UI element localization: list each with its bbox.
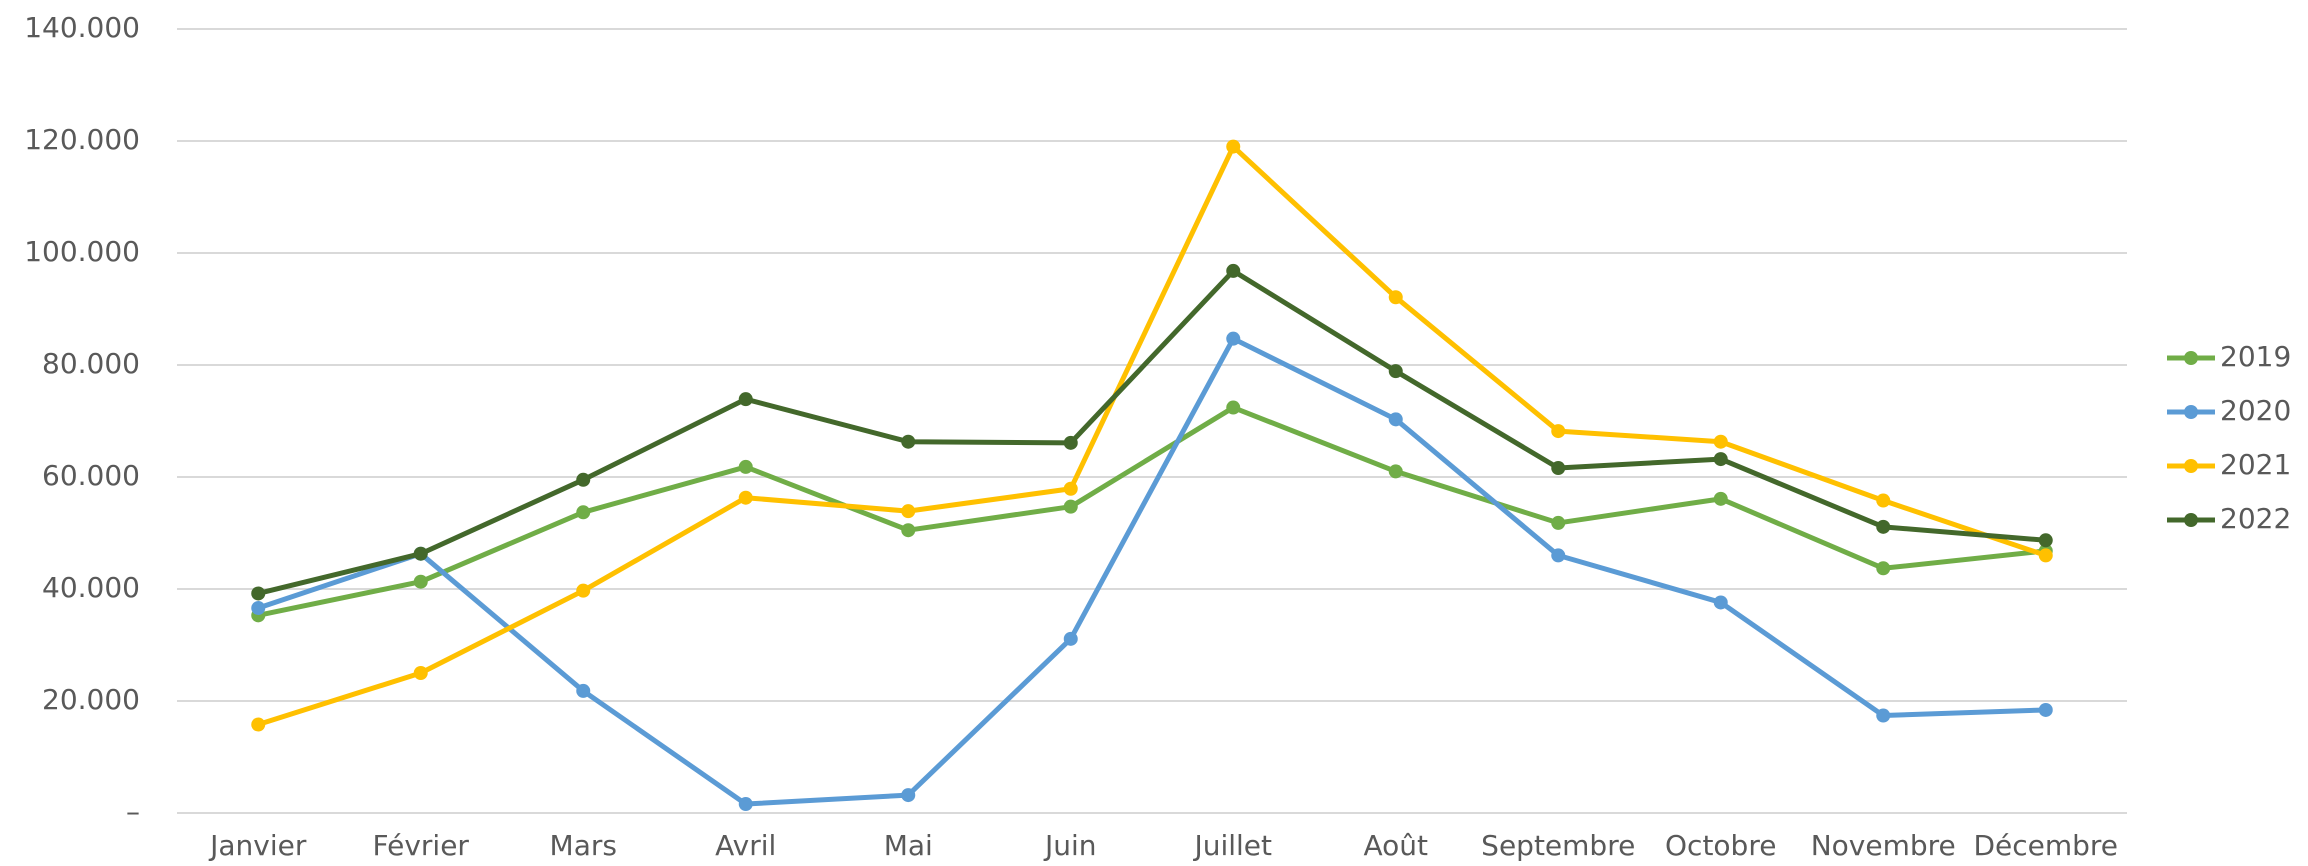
legend-marker [2184, 513, 2198, 527]
data-point [738, 392, 753, 407]
data-point [738, 797, 753, 812]
x-tick-label: Août [1363, 829, 1428, 862]
legend-marker [2184, 405, 2198, 419]
x-tick-label: Décembre [1973, 829, 2118, 862]
data-point [1713, 491, 1728, 506]
data-point [901, 504, 916, 519]
series-line [255, 268, 2049, 596]
data-point [251, 586, 266, 601]
data-point [1876, 708, 1891, 723]
legend-label: 2019 [2220, 340, 2291, 373]
data-point [738, 459, 753, 474]
x-tick-label: Octobre [1665, 829, 1776, 862]
data-point [1226, 331, 1241, 346]
data-point [1226, 400, 1241, 415]
data-point [1713, 595, 1728, 610]
data-point [1063, 631, 1078, 646]
y-tick-label: 80.000 [42, 347, 140, 380]
data-point [251, 717, 266, 732]
data-point [1876, 519, 1891, 534]
x-tick-label: Mai [884, 829, 933, 862]
y-tick-label: 120.000 [24, 123, 140, 156]
data-point [901, 434, 916, 449]
data-point [576, 583, 591, 598]
y-tick-label: 40.000 [42, 571, 140, 604]
data-point [1551, 515, 1566, 530]
data-point [576, 505, 591, 520]
data-point [901, 788, 916, 803]
series-line [255, 144, 2049, 728]
data-point [1876, 561, 1891, 576]
data-point [1388, 412, 1403, 427]
y-tick-label: 140.000 [24, 11, 140, 44]
x-tick-label: Mars [550, 829, 617, 862]
data-point [413, 546, 428, 561]
x-tick-label: Février [373, 829, 470, 862]
series-line [255, 336, 2049, 807]
data-point [901, 523, 916, 538]
x-tick-label: Septembre [1481, 829, 1635, 862]
legend-marker [2184, 459, 2198, 473]
data-point [413, 574, 428, 589]
data-point [576, 472, 591, 487]
legend-label: 2021 [2220, 448, 2291, 481]
data-point [2038, 702, 2053, 717]
data-point [1551, 548, 1566, 563]
data-point [2038, 548, 2053, 563]
data-point [738, 490, 753, 505]
data-point [1388, 464, 1403, 479]
x-tick-label: Juin [1043, 829, 1097, 862]
data-point [1713, 434, 1728, 449]
x-tick-label: Avril [715, 829, 776, 862]
data-point [1063, 435, 1078, 450]
x-tick-label: Novembre [1811, 829, 1956, 862]
data-point [1063, 481, 1078, 496]
data-point [1388, 364, 1403, 379]
data-point [1063, 499, 1078, 514]
data-point [2038, 533, 2053, 548]
y-tick-label: 100.000 [24, 235, 140, 268]
data-point [1876, 493, 1891, 508]
data-point [1551, 424, 1566, 439]
data-point [1388, 290, 1403, 305]
legend-marker [2184, 351, 2198, 365]
y-tick-label: 60.000 [42, 459, 140, 492]
data-point [1226, 263, 1241, 278]
data-point [576, 683, 591, 698]
data-point [1551, 461, 1566, 476]
series-line [255, 405, 2049, 618]
legend-label: 2020 [2220, 394, 2291, 427]
x-tick-label: Juillet [1192, 829, 1272, 862]
data-point [251, 601, 266, 616]
y-tick-label: 20.000 [42, 683, 140, 716]
y-tick-label: – [126, 795, 140, 828]
x-tick-label: Janvier [208, 829, 307, 862]
data-point [1713, 452, 1728, 467]
data-point [413, 666, 428, 680]
legend-label: 2022 [2220, 502, 2291, 535]
data-point [1226, 139, 1241, 154]
